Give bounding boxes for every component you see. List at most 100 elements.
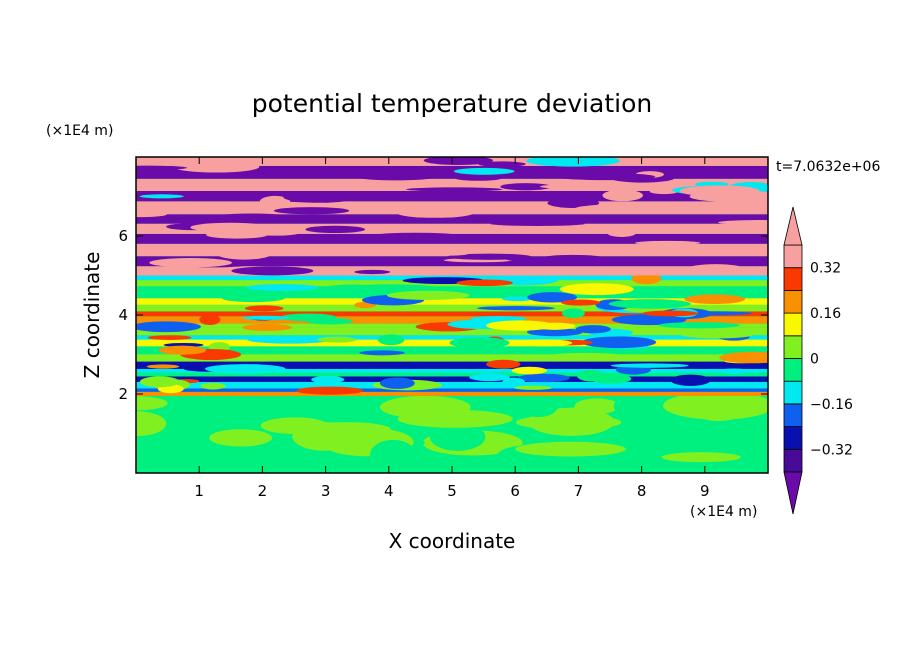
field-streak [680, 330, 754, 339]
field-streak [469, 373, 510, 382]
field-streak [317, 336, 357, 343]
field-streak [231, 266, 314, 276]
colorbar-segment [783, 448, 803, 473]
y-tick-label: 2 [118, 385, 128, 403]
field-band [136, 190, 768, 202]
field-streak [658, 322, 741, 329]
chart-title: potential temperature deviation [252, 89, 652, 118]
x-unit-label: (×1E4 m) [690, 504, 757, 520]
field-band [136, 368, 768, 373]
field-streak [305, 225, 366, 234]
field-streak [221, 293, 286, 303]
x-tick-label: 9 [700, 482, 710, 500]
field-streak [670, 374, 711, 386]
colorbar-segment [783, 335, 803, 359]
x-tick-label: 2 [258, 482, 268, 500]
field-streak [649, 189, 679, 195]
field-streak [485, 320, 555, 331]
field-blob [701, 419, 768, 435]
field-streak [561, 308, 585, 319]
field-band [136, 311, 768, 317]
colorbar-segment [783, 244, 803, 269]
field-streak [526, 157, 620, 167]
field-streak [634, 240, 701, 245]
x-axis: 1 2 3 4 5 6 7 8 9 [194, 157, 710, 500]
field-band [136, 223, 768, 234]
field-blob [515, 441, 626, 457]
field-blob [209, 429, 272, 447]
field-band [136, 327, 768, 336]
field-blob [517, 389, 560, 418]
field-streak [478, 161, 526, 167]
upper-region [136, 157, 768, 276]
field-band [136, 391, 768, 396]
field-streak [252, 229, 300, 236]
field-streak [500, 183, 552, 191]
colorbar-segment [783, 403, 803, 427]
field-streak [273, 207, 350, 215]
field-streak [359, 350, 405, 356]
field-streak [547, 197, 600, 209]
colorbar-segment [783, 426, 803, 450]
field-streak [447, 253, 532, 260]
field-band [136, 381, 768, 389]
field-streak [490, 221, 585, 226]
field-band [136, 157, 768, 158]
field-band [136, 361, 768, 369]
field-streak [548, 352, 624, 359]
field-blob [397, 409, 513, 428]
field-streak [513, 385, 553, 390]
field-streak [607, 228, 637, 237]
field-streak [455, 176, 501, 181]
field-band [136, 214, 768, 224]
field-streak [575, 325, 611, 334]
field-streak [146, 364, 180, 369]
field-streak [379, 377, 415, 389]
field-streak [539, 183, 638, 190]
field-streak [305, 317, 353, 325]
field-streak [200, 382, 226, 390]
field-blob [136, 411, 167, 437]
field-streak [584, 206, 619, 214]
field-streak [611, 314, 687, 326]
colorbar-segment [783, 358, 803, 382]
field-streak [684, 294, 745, 305]
y-tick-label: 6 [118, 227, 128, 245]
colorbar: 0.32 0.16 0 −0.16 −0.32 [783, 206, 853, 515]
field-streak [354, 269, 391, 275]
field-streak [242, 323, 292, 331]
field-streak [559, 283, 634, 296]
field-streak [486, 359, 521, 369]
field-streak [206, 230, 268, 239]
field-streak [501, 296, 533, 302]
field-streak [470, 316, 527, 322]
field-streak [352, 234, 383, 240]
field-band [136, 298, 768, 305]
field-band [136, 335, 768, 340]
field-streak [602, 189, 643, 202]
field-streak [541, 254, 605, 262]
field-streak [511, 366, 548, 375]
colorbar-tick-label: −0.32 [810, 442, 853, 458]
field-streak [386, 290, 470, 300]
field-streak [136, 211, 167, 218]
field-streak [216, 247, 272, 260]
field-streak [390, 236, 434, 241]
field-streak [147, 335, 192, 340]
field-streak [477, 306, 555, 311]
field-streak [517, 373, 570, 383]
x-tick-label: 7 [574, 482, 584, 500]
field-streak [139, 376, 180, 388]
field-streak [311, 375, 345, 384]
field-streak [173, 161, 260, 173]
x-tick-label: 8 [637, 482, 647, 500]
mid-region [136, 272, 768, 396]
field-streak [439, 269, 542, 274]
field-streak [397, 208, 473, 218]
time-label: t=7.0632e+06 [776, 159, 880, 175]
field-blob [369, 439, 417, 470]
field-streak [259, 195, 291, 208]
field-streak [610, 363, 689, 368]
field-streak [206, 213, 297, 224]
field-streak [581, 336, 657, 349]
